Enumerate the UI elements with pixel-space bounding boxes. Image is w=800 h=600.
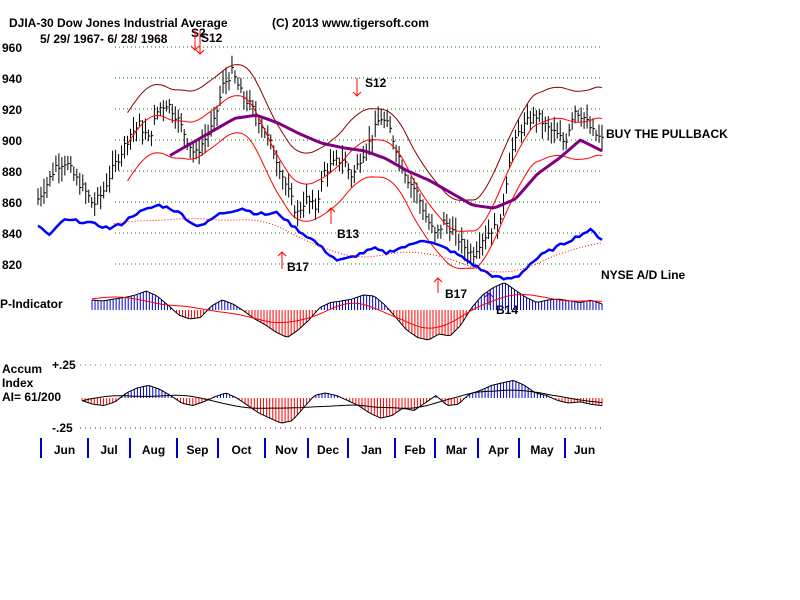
month-label: Oct (231, 443, 251, 457)
month-label: Jun (54, 443, 75, 457)
y-tick-label: 820 (2, 258, 22, 272)
month-label: Jan (361, 443, 382, 457)
y-tick-label: 920 (2, 103, 22, 117)
buy-the-pullback-note: BUY THE PULLBACK (606, 127, 728, 141)
accum-label-line3: AI= 61/200 (2, 390, 62, 404)
sell-arrow-s12-jan-head (352, 91, 362, 97)
month-label: Aug (142, 443, 165, 457)
month-label: Apr (488, 443, 509, 457)
p-indicator-label: P-Indicator (0, 297, 63, 311)
lower-band-line (127, 132, 603, 270)
accum-outline (81, 379, 603, 424)
signal-b14: B14 (496, 303, 519, 317)
buy-arrow-b17-head (277, 251, 287, 257)
buy-arrow-b14-head (484, 292, 494, 298)
upper-band-line (127, 64, 603, 201)
p-indicator-outline (91, 282, 603, 341)
date-range: 5/ 29/ 1967- 6/ 28/ 1968 (40, 32, 168, 46)
chart-title: DJIA-30 Dow Jones Industrial Average (9, 16, 228, 30)
copyright: (C) 2013 www.tigersoft.com (272, 16, 429, 30)
middle-band-line (127, 95, 603, 232)
y-tick-label: 940 (2, 72, 22, 86)
buy-arrow-b17-mar-head (433, 277, 443, 283)
p-indicator-ma (91, 294, 603, 329)
ad-line-ma (113, 218, 603, 273)
month-label: Sep (186, 443, 208, 457)
month-label: May (530, 443, 554, 457)
y-tick-label: 840 (2, 227, 22, 241)
sell-arrow-s2-head (190, 45, 200, 51)
month-label: Feb (404, 443, 425, 457)
accum-ma (81, 389, 603, 409)
y-tick-label: 900 (2, 134, 22, 148)
month-label: Dec (317, 443, 339, 457)
ad-line (37, 203, 603, 281)
month-label: Jun (574, 443, 595, 457)
y-tick-label: 960 (2, 41, 22, 55)
accum-tick-plus: +.25 (52, 358, 76, 372)
buy-arrow-b13-head (326, 207, 336, 213)
signal-s12-b: S12 (365, 76, 387, 90)
y-tick-label: 880 (2, 165, 22, 179)
accum-label-line2: Index (2, 376, 34, 390)
moving-average-line (169, 113, 603, 210)
accum-tick-minus: -.25 (52, 421, 73, 435)
ad-line-label: NYSE A/D Line (601, 268, 686, 282)
sell-arrow-s12-head (195, 49, 205, 55)
signal-b13: B13 (337, 227, 360, 241)
signal-s12-a: S12 (201, 31, 223, 45)
y-tick-label: 860 (2, 196, 22, 210)
month-label: Mar (446, 443, 468, 457)
month-label: Nov (275, 443, 298, 457)
signal-b17-b: B17 (445, 287, 468, 301)
month-label: Jul (100, 443, 117, 457)
accum-label-line1: Accum (2, 362, 43, 376)
